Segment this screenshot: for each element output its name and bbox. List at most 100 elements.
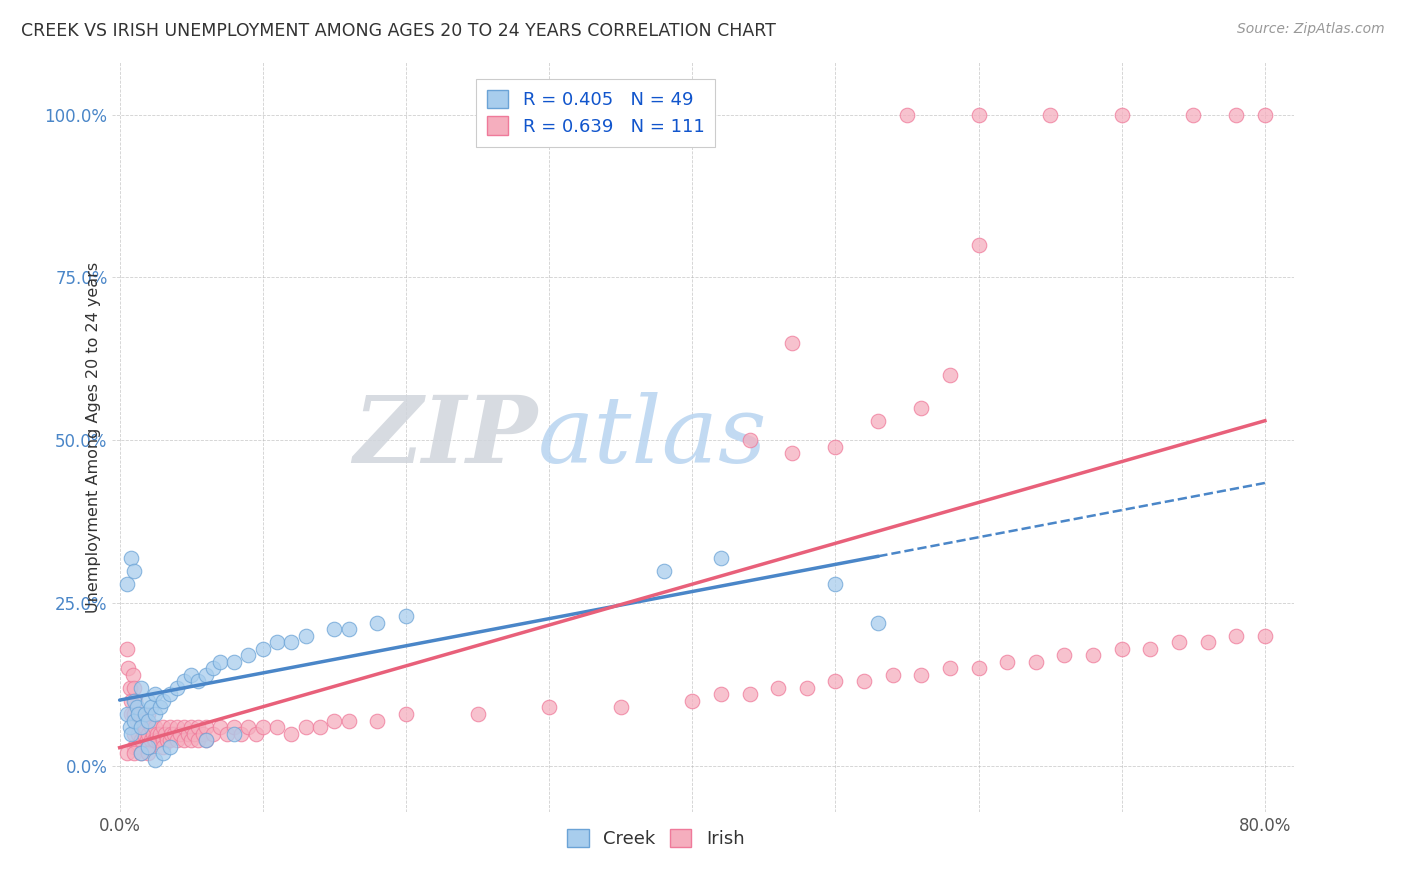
Point — [122, 564, 145, 578]
Text: ZIP: ZIP — [353, 392, 537, 482]
Point — [155, 726, 177, 740]
Point — [180, 720, 202, 734]
Point — [1182, 107, 1205, 121]
Point — [136, 706, 159, 721]
Point — [187, 674, 209, 689]
Point — [122, 739, 145, 754]
Point — [366, 615, 388, 630]
Point — [115, 576, 138, 591]
Point — [824, 674, 846, 689]
Point — [149, 700, 172, 714]
Point — [136, 694, 159, 708]
Point — [159, 733, 181, 747]
Point — [208, 720, 231, 734]
Point — [609, 700, 631, 714]
Point — [824, 440, 846, 454]
Point — [122, 746, 145, 760]
Point — [115, 746, 138, 760]
Point — [152, 733, 174, 747]
Point — [323, 714, 346, 728]
Point — [122, 706, 145, 721]
Point — [1111, 107, 1133, 121]
Point — [1111, 641, 1133, 656]
Point — [120, 706, 142, 721]
Point — [122, 714, 145, 728]
Point — [1254, 107, 1277, 121]
Point — [125, 714, 148, 728]
Point — [201, 661, 224, 675]
Point — [180, 733, 202, 747]
Point — [782, 446, 804, 460]
Point — [159, 720, 181, 734]
Point — [152, 720, 174, 734]
Point — [122, 726, 145, 740]
Point — [142, 726, 165, 740]
Point — [169, 726, 191, 740]
Point — [187, 733, 209, 747]
Point — [939, 661, 962, 675]
Point — [173, 733, 195, 747]
Point — [127, 726, 149, 740]
Point — [995, 655, 1018, 669]
Point — [127, 706, 149, 721]
Point — [224, 726, 246, 740]
Point — [280, 635, 302, 649]
Point — [160, 726, 183, 740]
Point — [1025, 655, 1047, 669]
Point — [118, 681, 141, 695]
Point — [710, 550, 733, 565]
Point — [122, 694, 145, 708]
Point — [136, 739, 159, 754]
Point — [194, 733, 217, 747]
Point — [467, 706, 489, 721]
Point — [280, 726, 302, 740]
Point — [120, 550, 142, 565]
Point — [194, 720, 217, 734]
Point — [252, 720, 274, 734]
Point — [967, 661, 990, 675]
Point — [1225, 629, 1247, 643]
Point — [868, 615, 890, 630]
Point — [177, 726, 200, 740]
Point — [1053, 648, 1076, 663]
Point — [294, 720, 316, 734]
Point — [166, 720, 188, 734]
Point — [117, 661, 139, 675]
Point — [120, 726, 142, 740]
Point — [129, 746, 152, 760]
Point — [134, 720, 156, 734]
Point — [1139, 641, 1161, 656]
Point — [163, 726, 186, 740]
Point — [120, 694, 142, 708]
Y-axis label: Unemployment Among Ages 20 to 24 years: Unemployment Among Ages 20 to 24 years — [86, 261, 101, 613]
Point — [868, 414, 890, 428]
Point — [245, 726, 267, 740]
Point — [131, 714, 153, 728]
Point — [1039, 107, 1062, 121]
Point — [129, 681, 152, 695]
Point — [710, 688, 733, 702]
Point — [139, 720, 162, 734]
Point — [139, 700, 162, 714]
Point — [782, 335, 804, 350]
Point — [129, 733, 152, 747]
Point — [238, 648, 260, 663]
Point — [294, 629, 316, 643]
Point — [139, 733, 162, 747]
Text: CREEK VS IRISH UNEMPLOYMENT AMONG AGES 20 TO 24 YEARS CORRELATION CHART: CREEK VS IRISH UNEMPLOYMENT AMONG AGES 2… — [21, 22, 776, 40]
Point — [853, 674, 876, 689]
Point — [395, 706, 418, 721]
Point — [166, 681, 188, 695]
Point — [224, 720, 246, 734]
Point — [194, 668, 217, 682]
Point — [145, 688, 167, 702]
Point — [152, 746, 174, 760]
Point — [143, 733, 166, 747]
Point — [796, 681, 818, 695]
Point — [180, 668, 202, 682]
Point — [128, 706, 150, 721]
Point — [183, 726, 205, 740]
Point — [681, 694, 703, 708]
Point — [118, 720, 141, 734]
Point — [252, 641, 274, 656]
